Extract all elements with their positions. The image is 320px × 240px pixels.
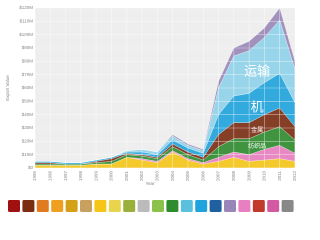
area-label: 机: [251, 99, 264, 114]
category-icon: [8, 200, 20, 212]
x-tick-label: 2005: [185, 171, 190, 182]
x-tick-label: 2007: [216, 171, 221, 182]
category-icons: [8, 200, 294, 212]
category-icon: [123, 200, 136, 212]
category-icon: [224, 200, 236, 212]
x-tick-label: 1995: [32, 171, 37, 182]
x-tick-label: 1999: [93, 171, 98, 182]
category-icon: [166, 200, 179, 212]
y-axis-label: Export Value: [5, 75, 10, 101]
x-tick-label: 2006: [200, 171, 205, 182]
chart: Year Export Value 纺织品 金属 机 运输 $0 $10M $20M $30M…: [5, 5, 297, 212]
category-icon: [137, 200, 150, 212]
x-tick-label: 1998: [78, 171, 83, 182]
x-tick-label: 1997: [63, 171, 68, 182]
category-icon: [238, 200, 251, 212]
y-tick-label: $0: [28, 165, 34, 170]
category-icon: [94, 200, 107, 212]
category-icon: [152, 200, 164, 212]
x-tick-label: 2000: [109, 171, 114, 182]
y-tick-label: $100M: [19, 32, 33, 37]
category-icon: [65, 200, 78, 212]
x-tick-label: 2003: [155, 171, 160, 182]
x-tick-label: 2010: [262, 171, 267, 182]
category-icon: [180, 200, 193, 212]
x-axis-label: Year: [145, 181, 155, 186]
category-icon: [36, 200, 49, 212]
x-tick-label: 2002: [139, 171, 144, 182]
x-tick-label: 2008: [231, 171, 236, 182]
category-icon: [281, 200, 294, 212]
category-icon: [267, 200, 280, 212]
x-tick-label: 2004: [170, 171, 175, 182]
y-tick-label: $120M: [19, 5, 33, 10]
x-tick-label: 2011: [277, 171, 282, 181]
y-tick-label: $110M: [20, 19, 34, 24]
y-tick-label: $50M: [22, 99, 34, 104]
area-label: 纺织品: [248, 142, 266, 150]
y-tick-label: $80M: [22, 59, 34, 64]
y-tick-label: $60M: [22, 85, 34, 90]
y-tick-label: $30M: [22, 125, 34, 130]
category-icon: [195, 200, 208, 212]
category-icon: [80, 200, 92, 212]
category-icon: [108, 200, 121, 212]
category-icon: [252, 200, 265, 212]
category-icon: [22, 200, 35, 212]
x-tick-label: 1996: [47, 171, 52, 182]
y-tick-label: $90M: [22, 45, 34, 50]
x-tick-label: 2012: [292, 171, 297, 182]
y-tick-label: $10M: [22, 152, 34, 157]
x-tick-label: 2009: [246, 171, 251, 182]
category-icon: [209, 200, 222, 212]
y-tick-label: $20M: [22, 139, 34, 144]
area-label: 金属: [251, 126, 263, 134]
category-icon: [51, 200, 64, 212]
area-label: 运输: [244, 63, 270, 78]
y-tick-label: $40M: [22, 112, 34, 117]
y-tick-label: $70M: [22, 72, 34, 77]
x-tick-label: 2001: [124, 171, 129, 182]
